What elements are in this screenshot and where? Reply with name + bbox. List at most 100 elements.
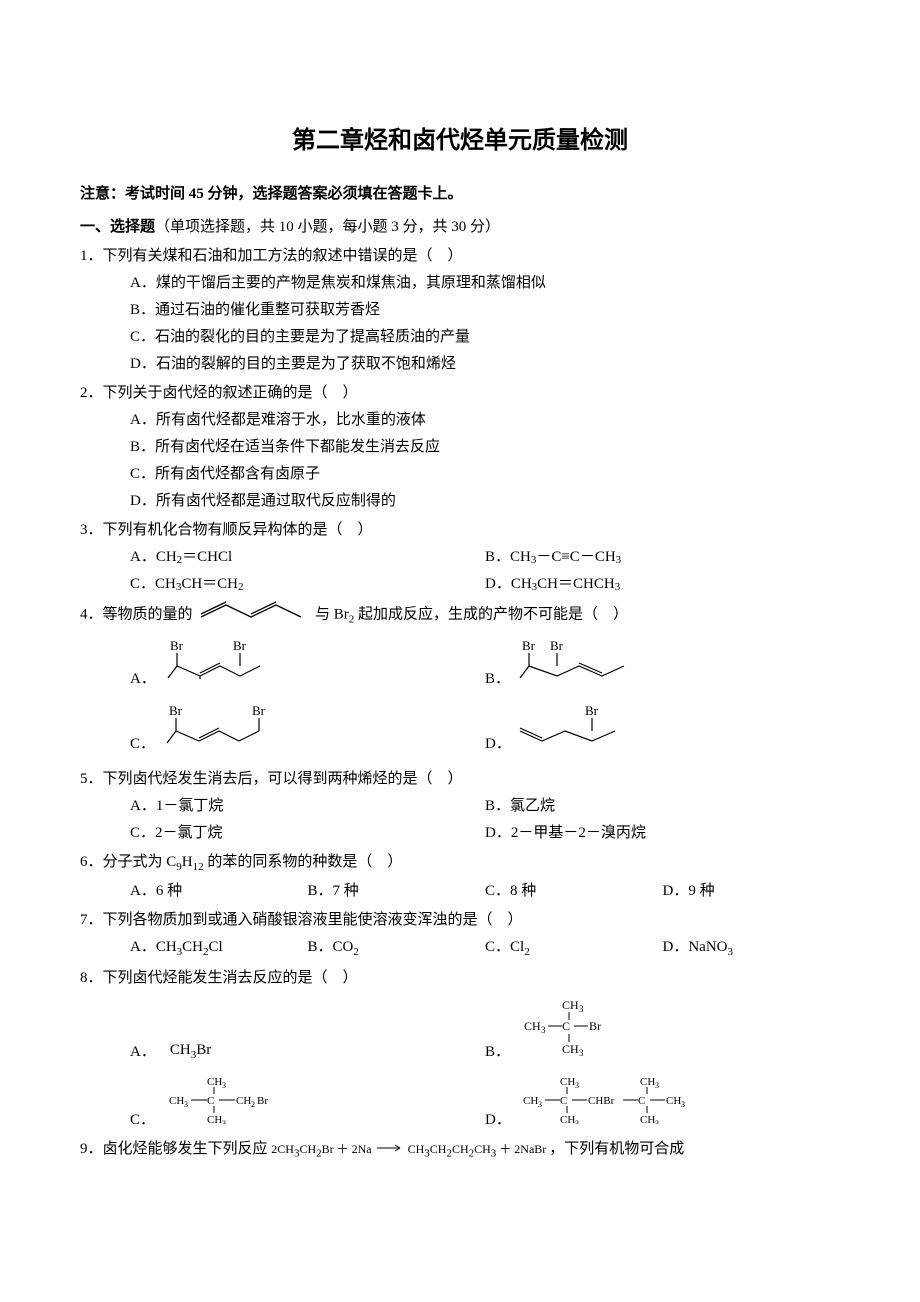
q7-b-sub: 2 (353, 946, 359, 958)
svg-text:CH: CH (524, 1019, 541, 1033)
pentadiene-structure (196, 600, 311, 630)
q5-opt-c: C．2－氯丁烷 (130, 820, 485, 847)
q4-a-structure: Br Br (160, 638, 280, 693)
q6-opt-a: A．6 种 (130, 878, 308, 905)
q8-opt-a: A． CH3Br (130, 998, 485, 1074)
q1-opt-d: D．石油的裂解的目的主要是为了获取不饱和烯烃 (130, 351, 840, 378)
svg-text:3: 3 (538, 1100, 542, 1109)
section-1-label: 一、选择题 (80, 219, 155, 235)
q3-opt-c: C．CH3CH＝CH2 (130, 571, 485, 598)
q9-c3: Br ＋ 2Na (322, 1142, 372, 1156)
q4-d-structure: Br (515, 703, 635, 758)
svg-text:CH: CH (169, 1095, 184, 1107)
q7-b-1: B．CO (308, 939, 354, 955)
svg-text:2: 2 (251, 1100, 255, 1109)
q8-a-c1: CH (170, 1042, 191, 1058)
q8-opt-b: B． CH3 CH3 C Br CH3 (485, 998, 840, 1074)
svg-text:3: 3 (681, 1100, 685, 1109)
question-8: 8．下列卤代烃能发生消去反应的是（ ） A． CH3Br B． CH3 CH3 … (80, 965, 840, 1134)
q8-opt-c: C． CH3 CH3 C CH2 Br CH3 (130, 1074, 485, 1134)
svg-text:CH: CH (523, 1095, 538, 1107)
q6-pre: 6．分子式为 C (80, 854, 176, 870)
q2-options: A．所有卤代烃都是难溶于水，比水重的液体 B．所有卤代烃在适当条件下都能发生消去… (80, 407, 840, 515)
svg-text:Br: Br (233, 638, 247, 653)
question-1: 1．下列有关煤和石油和加工方法的叙述中错误的是（ ） A．煤的干馏后主要的产物是… (80, 243, 840, 378)
q3-b-sub2: 3 (616, 551, 622, 571)
q6-rest: 的苯的同系物的种数是（ ） (204, 854, 403, 870)
q9-c6: CH (452, 1142, 469, 1156)
q4-a-label: A． (130, 666, 156, 693)
svg-text:C: C (560, 1095, 567, 1107)
q3-options: A．CH2＝CHCl B．CH3－C≡C－CH3 C．CH3CH＝CH2 D．C… (80, 544, 840, 598)
q4-text: 4．等物质的量的 与 Br2 起加成反应，生成的产物不可能是（ ） (80, 600, 840, 630)
question-2: 2．下列关于卤代烃的叙述正确的是（ ） A．所有卤代烃都是难溶于水，比水重的液体… (80, 380, 840, 515)
q3-a-rest: ＝CHCl (182, 544, 232, 571)
q8-opt-d: D． CH3 CH3 CH3 C CHBr C CH3 (485, 1074, 840, 1134)
q8-c-structure: CH3 CH3 C CH2 Br CH3 (159, 1074, 309, 1134)
q4-end: 起加成反应，生成的产物不可能是（ ） (354, 607, 628, 623)
q4-pre: 4．等物质的量的 (80, 607, 193, 623)
q2-text: 2．下列关于卤代烃的叙述正确的是（ ） (80, 380, 840, 407)
svg-text:3: 3 (655, 1081, 659, 1090)
q1-opt-a: A．煤的干馏后主要的产物是焦炭和煤焦油，其原理和蒸馏相似 (130, 270, 840, 297)
q4-opt-a: A． Br Br (130, 638, 485, 703)
q2-opt-a: A．所有卤代烃都是难溶于水，比水重的液体 (130, 407, 840, 434)
svg-text:3: 3 (222, 1119, 226, 1124)
q4-c-structure: Br Br (159, 703, 279, 758)
q7-d-1: D．NaNO (663, 939, 728, 955)
svg-text:Br: Br (169, 703, 183, 718)
q8-text: 8．下列卤代烃能发生消去反应的是（ ） (80, 965, 840, 992)
q7-a-1: A．CH (130, 939, 177, 955)
q9-text: 9．卤化烃能够发生下列反应 2CH3CH2Br ＋ 2Na CH3CH2CH2C… (80, 1136, 840, 1164)
svg-text:Br: Br (257, 1095, 268, 1107)
svg-text:CH: CH (640, 1076, 655, 1088)
q6-opt-c: C．8 种 (485, 878, 663, 905)
arrow-icon (375, 1139, 405, 1161)
q7-options: A．CH3CH2Cl B．CO2 C．Cl2 D．NaNO3 (80, 934, 840, 963)
q3-c-rest: CH＝CH (181, 571, 238, 598)
q1-opt-b: B．通过石油的催化重整可获取芳香烃 (130, 297, 840, 324)
q5-text: 5．下列卤代烃发生消去后，可以得到两种烯烃的是（ ） (80, 766, 840, 793)
svg-text:3: 3 (579, 1004, 584, 1014)
svg-text:CH: CH (236, 1095, 251, 1107)
svg-text:C: C (638, 1095, 645, 1107)
svg-text:Br: Br (522, 638, 536, 653)
q5-options: A．1－氯丁烷 B．氯乙烷 C．2－氯丁烷 D．2－甲基－2－溴丙烷 (80, 793, 840, 847)
q4-b-structure: Br Br (514, 638, 634, 693)
q4-post: 与 Br (315, 607, 349, 623)
q3-b-pre: B．CH (485, 544, 531, 571)
q8-b-structure: CH3 CH3 C Br CH3 (514, 998, 634, 1066)
svg-text:3: 3 (655, 1119, 659, 1124)
q9-reaction: 2CH3CH2Br ＋ 2Na CH3CH2CH2CH3 ＋ 2NaBr (271, 1142, 549, 1156)
q5-opt-d: D．2－甲基－2－溴丙烷 (485, 820, 840, 847)
question-7: 7．下列各物质加到或通入硝酸银溶液里能使溶液变浑浊的是（ ） A．CH3CH2C… (80, 907, 840, 963)
q9-c2: CH (299, 1142, 316, 1156)
svg-text:C: C (207, 1095, 214, 1107)
svg-text:3: 3 (575, 1119, 579, 1124)
q2-opt-d: D．所有卤代烃都是通过取代反应制得的 (130, 488, 840, 515)
q7-c-sub: 2 (524, 946, 530, 958)
q7-opt-c: C．Cl2 (485, 934, 663, 963)
q4-options: A． Br Br B． Br Br (80, 638, 840, 764)
q8-options: A． CH3Br B． CH3 CH3 C Br CH3 (80, 998, 840, 1134)
q5-opt-a: A．1－氯丁烷 (130, 793, 485, 820)
question-5: 5．下列卤代烃发生消去后，可以得到两种烯烃的是（ ） A．1－氯丁烷 B．氯乙烷… (80, 766, 840, 847)
page-title: 第二章烃和卤代烃单元质量检测 (80, 120, 840, 163)
q8-a-c2: Br (196, 1042, 211, 1058)
q2-opt-c: C．所有卤代烃都含有卤原子 (130, 461, 840, 488)
q5-opt-b: B．氯乙烷 (485, 793, 840, 820)
svg-text:Br: Br (252, 703, 266, 718)
svg-text:CH: CH (562, 998, 579, 1012)
q7-opt-a: A．CH3CH2Cl (130, 934, 308, 963)
q9-c4: CH (408, 1142, 425, 1156)
svg-text:3: 3 (575, 1081, 579, 1090)
q3-opt-b: B．CH3－C≡C－CH3 (485, 544, 840, 571)
q9-c8: ＋ 2NaBr (496, 1142, 546, 1156)
question-4: 4．等物质的量的 与 Br2 起加成反应，生成的产物不可能是（ ） A． Br … (80, 600, 840, 764)
q8-a-chem: CH3Br (170, 1037, 211, 1066)
section-1-desc: （单项选择题，共 10 小题，每小题 3 分，共 30 分） (155, 219, 500, 235)
q9-c7: CH (474, 1142, 491, 1156)
q2-opt-b: B．所有卤代烃在适当条件下都能发生消去反应 (130, 434, 840, 461)
q3-d-pre: D．CH (485, 571, 532, 598)
svg-text:3: 3 (222, 1081, 226, 1090)
